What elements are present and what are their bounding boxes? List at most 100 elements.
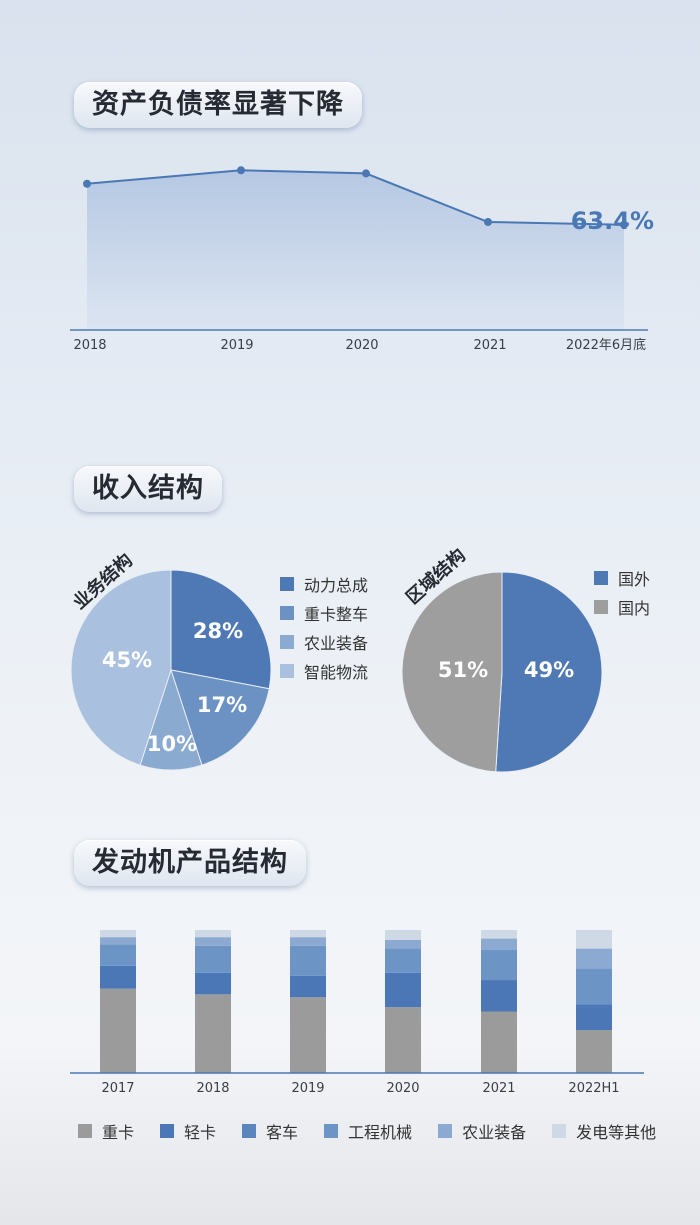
- bar-segment: [481, 980, 517, 1012]
- data-point: [484, 218, 492, 226]
- bar-segment: [290, 945, 326, 976]
- legend-swatch: [552, 1123, 567, 1138]
- bar-segment: [100, 930, 136, 938]
- legend-swatch: [594, 599, 608, 614]
- data-point: [83, 179, 91, 188]
- legend-item: 农业装备: [280, 627, 368, 656]
- legend-item: 重卡整车: [280, 598, 368, 627]
- bar-segment: [195, 994, 231, 1073]
- legend-swatch: [280, 663, 294, 678]
- debt-ratio-area: [87, 170, 624, 330]
- legend-item: 工程机械: [324, 1116, 412, 1145]
- bar-segment: [481, 938, 517, 951]
- revenue-structure-title: 收入结构: [74, 466, 222, 512]
- bar-segment: [195, 937, 231, 946]
- legend-item: 农业装备: [438, 1116, 526, 1145]
- legend-swatch: [242, 1123, 257, 1138]
- pie-slice: [70, 569, 172, 766]
- legend-label: 动力总成: [304, 575, 369, 595]
- bar-segment: [481, 930, 517, 939]
- bar-segment: [481, 1011, 517, 1073]
- pie-data-label: 51%: [438, 658, 488, 682]
- x-tick-label: 2022H1: [568, 1081, 619, 1096]
- bar-segment: [385, 930, 421, 941]
- last-value-label: 63.4%: [571, 207, 654, 235]
- engine-legend: 重卡 轻卡 客车 工程机械 农业装备 发电等其他: [78, 1116, 678, 1145]
- legend-label: 发电等其他: [576, 1122, 657, 1142]
- legend-label: 智能物流: [304, 662, 369, 682]
- legend-item: 国内: [594, 592, 650, 621]
- legend-label: 农业装备: [462, 1122, 527, 1142]
- legend-item: 重卡: [78, 1116, 134, 1145]
- x-tick-label: 2020: [345, 338, 378, 353]
- bar-segment: [290, 997, 326, 1073]
- legend-swatch: [280, 605, 294, 620]
- x-tick-label: 2022年6月底: [566, 337, 646, 353]
- pie-slice: [401, 571, 503, 773]
- x-tick-label: 2019: [220, 338, 253, 353]
- bar-segment: [576, 968, 612, 1005]
- bar-segment: [100, 965, 136, 989]
- bar-segment: [385, 940, 421, 949]
- legend-label: 工程机械: [348, 1122, 413, 1142]
- legend-item: 国外: [594, 563, 650, 592]
- legend-item: 客车: [242, 1116, 298, 1145]
- legend-swatch: [324, 1123, 339, 1138]
- bar-segment: [100, 944, 136, 966]
- bar-segment: [290, 930, 326, 938]
- bar-segment: [481, 950, 517, 981]
- legend-label: 轻卡: [184, 1122, 217, 1142]
- data-point: [362, 169, 370, 178]
- legend-label: 国内: [618, 598, 651, 618]
- pie-data-label: 49%: [524, 658, 574, 682]
- legend-swatch: [160, 1123, 175, 1138]
- engine-stacked-bar-chart: 2017 2018 2019 2020 2021 2022H1: [70, 930, 644, 1096]
- bar-segment: [385, 972, 421, 1008]
- bar-segment: [576, 930, 612, 949]
- bar-segment: [290, 975, 326, 998]
- legend-label: 重卡: [102, 1122, 135, 1142]
- pie-data-label: 45%: [102, 648, 152, 672]
- legend-label: 客车: [266, 1122, 299, 1142]
- pie-slice: [170, 569, 272, 690]
- legend-item: 轻卡: [160, 1116, 216, 1145]
- region-legend: 国外 国内: [594, 563, 650, 621]
- legend-label: 国外: [618, 569, 651, 589]
- x-tick-label: 2020: [386, 1081, 419, 1096]
- x-tick-label: 2018: [73, 338, 106, 353]
- legend-item: 发电等其他: [552, 1116, 656, 1145]
- debt-ratio-title: 资产负债率显著下降: [74, 82, 362, 128]
- bar-segment: [195, 972, 231, 995]
- bar-segment: [576, 1030, 612, 1073]
- engine-structure-title: 发动机产品结构: [74, 840, 306, 886]
- x-tick-label: 2021: [473, 338, 506, 353]
- pie-slice: [495, 571, 603, 773]
- x-tick-label: 2021: [482, 1081, 515, 1096]
- data-point: [237, 166, 245, 175]
- legend-swatch: [594, 570, 608, 585]
- bar-segment: [195, 930, 231, 938]
- legend-swatch: [78, 1123, 92, 1138]
- legend-label: 农业装备: [304, 633, 369, 653]
- business-legend: 动力总成重卡整车农业装备智能物流: [280, 569, 368, 685]
- pie-data-label: 17%: [197, 693, 247, 717]
- legend-swatch: [280, 576, 294, 591]
- debt-ratio-area-chart: 2018 2019 2020 2021 2022年6月底 63.4%: [70, 166, 654, 353]
- legend-item: 智能物流: [280, 656, 368, 685]
- bar-segment: [385, 1007, 421, 1073]
- x-tick-label: 2018: [196, 1081, 229, 1096]
- legend-item: 动力总成: [280, 569, 368, 598]
- bar-segment: [576, 948, 612, 969]
- legend-swatch: [280, 634, 294, 649]
- x-tick-label: 2017: [101, 1081, 134, 1096]
- bar-segment: [576, 1004, 612, 1031]
- pie-slice: [170, 669, 270, 766]
- bar-segment: [100, 937, 136, 945]
- bar-segment: [100, 988, 136, 1073]
- pie-data-label: 10%: [147, 732, 197, 756]
- bar-segment: [385, 948, 421, 973]
- pie-data-label: 28%: [193, 619, 243, 643]
- bar-segment: [290, 937, 326, 946]
- x-tick-label: 2019: [291, 1081, 324, 1096]
